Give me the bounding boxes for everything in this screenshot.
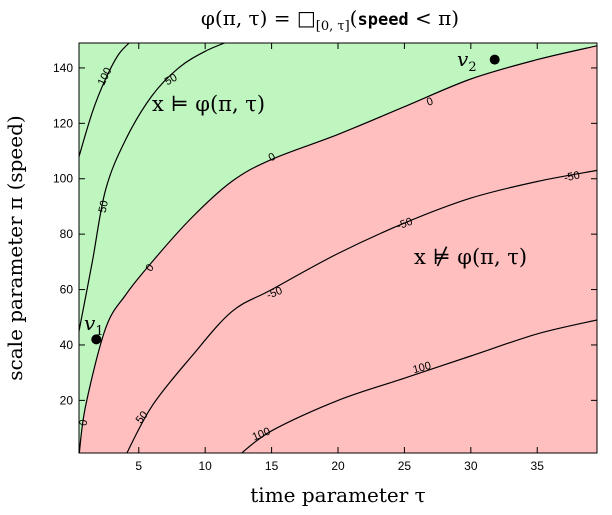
svg-text:50: 50 — [134, 409, 151, 426]
svg-text:-50: -50 — [395, 216, 414, 233]
svg-text:100: 100 — [412, 360, 433, 376]
contour-label: -50 — [563, 169, 581, 184]
svg-text:0: 0 — [266, 151, 277, 164]
svg-text:-50: -50 — [563, 169, 581, 184]
x-tick-label: 30 — [464, 459, 478, 473]
x-tick-label: 5 — [135, 459, 142, 473]
svg-text:50: 50 — [97, 199, 111, 213]
contour-label: 0 — [425, 95, 435, 108]
x-tick-label: 20 — [331, 459, 345, 473]
x-tick-label: 10 — [198, 459, 212, 473]
v2-point — [489, 54, 500, 65]
contour-label: -50 — [395, 216, 414, 233]
x-tick-label: 15 — [265, 459, 279, 473]
svg-text:50: 50 — [163, 72, 180, 89]
satisfied-label: x ⊨ φ(π, τ) — [152, 92, 265, 116]
contour-label: 50 — [97, 199, 111, 213]
y-tick-label: 140 — [53, 61, 73, 75]
contour-line-neg100 — [240, 319, 597, 453]
contour-label: 0 — [78, 419, 91, 427]
svg-text:0: 0 — [425, 95, 435, 108]
y-tick-label: 20 — [60, 393, 74, 407]
v1-point — [91, 334, 102, 345]
chart-title: φ(π, τ) = □[0, τ](speed < π) — [201, 6, 459, 34]
x-axis-label: time parameter τ — [250, 483, 425, 507]
contour-line-0 — [79, 45, 597, 453]
v1-label: v1 — [84, 311, 104, 339]
x-tick-label: 25 — [398, 459, 412, 473]
y-tick-label: 120 — [53, 116, 73, 130]
y-tick-label: 40 — [60, 338, 74, 352]
contour-label: 100 — [412, 360, 433, 376]
y-tick-label: 80 — [60, 227, 74, 241]
y-axis-label: scale parameter π (speed) — [3, 115, 27, 380]
contour-label: 0 — [144, 262, 157, 274]
contour-label: 50 — [134, 409, 151, 426]
svg-text:0: 0 — [78, 419, 91, 427]
x-tick-label: 35 — [531, 459, 545, 473]
y-tick-label: 60 — [60, 283, 74, 297]
contour-line-50 — [79, 43, 227, 332]
y-tick-label: 100 — [53, 172, 73, 186]
svg-text:0: 0 — [144, 262, 157, 274]
contour-label: 0 — [266, 151, 277, 164]
v2-label: v2 — [457, 47, 477, 75]
contour-label: -50 — [265, 285, 284, 302]
contour-line-neg50 — [126, 169, 597, 453]
contour-label: 50 — [163, 72, 180, 89]
violated-region — [79, 45, 597, 453]
contour-line-100 — [79, 43, 130, 157]
svg-text:-50: -50 — [265, 285, 284, 302]
violated-label: x ⊭ φ(π, τ) — [414, 245, 527, 269]
